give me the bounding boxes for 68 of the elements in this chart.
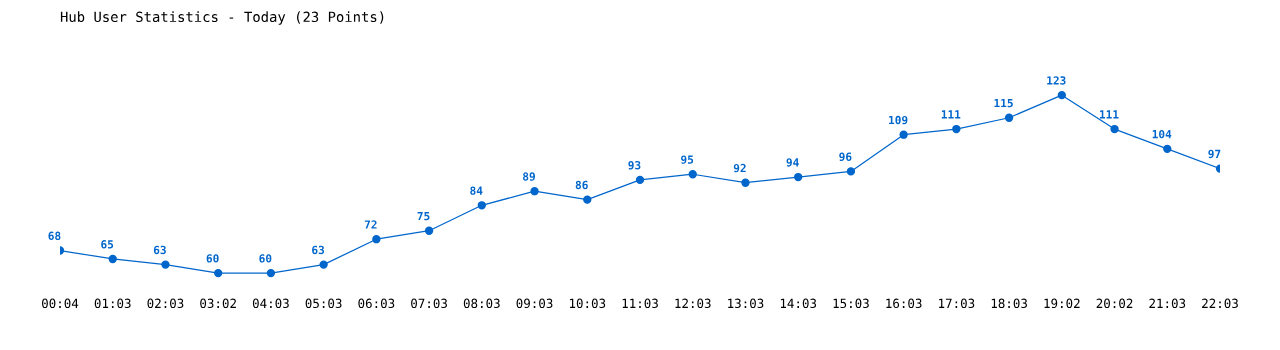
x-tick-label: 04:03 [252,298,289,309]
data-label: 123 [1047,76,1066,85]
data-label: 68 [48,231,61,241]
point [424,226,434,235]
data-label: 89 [523,172,535,181]
data-label: 63 [153,245,166,255]
x-tick-label: 00:04 [42,298,79,309]
data-label: 111 [941,110,961,119]
data-label: 95 [681,155,694,164]
data-label: 60 [206,254,219,263]
point [794,172,803,182]
x-tick-label: 16:03 [886,298,922,309]
data-label: 109 [889,115,908,125]
data-label: 86 [575,180,588,190]
x-tick-label: 21:03 [1149,298,1186,309]
point [952,124,961,134]
x-tick-label: 02:03 [147,298,184,309]
point [530,187,539,196]
point [319,260,328,269]
data-label: 72 [364,220,377,229]
data-label: 60 [259,254,272,263]
point [899,130,908,139]
x-tick-label: 13:03 [728,298,764,309]
x-tick-label: 18:03 [991,298,1027,309]
point [214,268,223,278]
data-label: 115 [994,99,1013,108]
x-tick-label: 07:03 [411,298,447,309]
point [1163,144,1172,153]
x-tick-label: 12:03 [675,298,711,309]
x-tick-label: 01:03 [94,298,131,309]
point [583,195,592,204]
x-tick-label: 05:03 [305,298,342,309]
data-label: 92 [733,163,746,173]
data-label: 111 [1099,110,1119,119]
point [372,235,381,244]
x-tick-label: 14:03 [780,298,817,309]
point [108,254,117,264]
x-tick-label: 10:03 [569,298,606,309]
data-label: 65 [101,240,114,249]
point [846,167,856,176]
x-tick-label: 15:03 [833,298,869,309]
x-tick-label: 19:02 [1044,298,1080,309]
point [741,178,750,187]
data-label: 94 [786,158,799,167]
point [1057,90,1066,100]
x-tick-label: 11:03 [622,298,658,309]
chart-title: Hub User Statistics - Today (23 Points) [60,11,384,25]
x-tick-label: 08:03 [463,298,500,309]
x-tick-label: 06:03 [358,298,395,309]
point [1110,124,1119,134]
x-tick-label: 17:03 [939,298,975,309]
x-tick-label: 22:03 [1202,298,1238,309]
point [266,268,276,278]
point [1004,113,1014,122]
data-label: 93 [628,161,641,170]
point [688,170,697,179]
point [477,201,486,210]
point [161,260,170,269]
data-label: 75 [417,211,430,221]
data-label: 97 [1208,149,1221,159]
data-label: 84 [470,186,483,195]
x-tick-label: 09:03 [516,298,553,309]
data-label: 96 [839,152,852,161]
point [635,175,645,185]
x-tick-label: 03:02 [200,298,236,309]
data-label: 63 [312,245,325,255]
data-label: 104 [1152,129,1172,139]
x-tick-label: 20:02 [1096,298,1133,309]
